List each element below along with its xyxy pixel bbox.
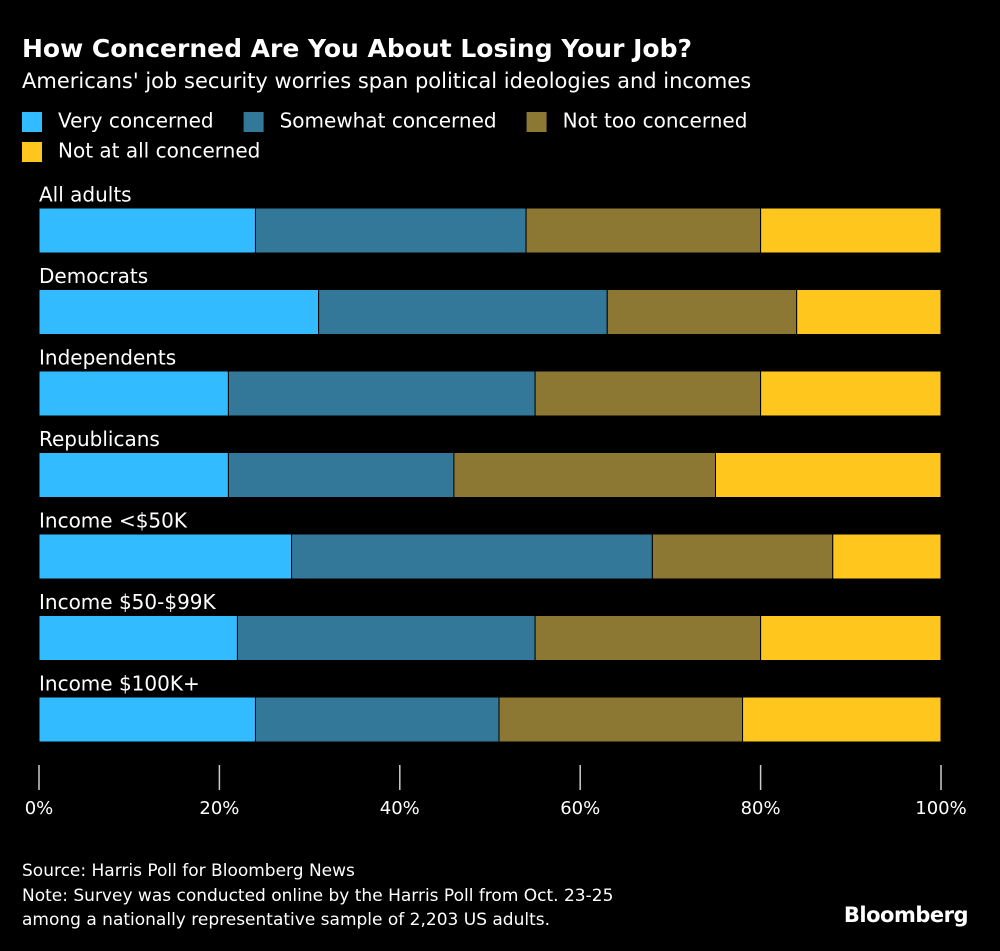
bar-segment bbox=[742, 696, 942, 743]
x-tick-label: 20% bbox=[199, 798, 239, 819]
bar-segment bbox=[453, 452, 716, 498]
category-label: Income <$50K bbox=[39, 509, 188, 533]
bar-segment bbox=[534, 615, 762, 661]
x-tick-label: 40% bbox=[380, 798, 420, 819]
x-tick-label: 100% bbox=[915, 798, 966, 819]
bar-segment bbox=[254, 696, 500, 743]
bar-segment bbox=[38, 289, 320, 335]
category-label: Income $100K+ bbox=[39, 672, 200, 696]
category-label: Republicans bbox=[39, 427, 160, 451]
bar-segment bbox=[760, 370, 942, 417]
bar-segment bbox=[651, 533, 834, 580]
bar-segment bbox=[38, 533, 293, 580]
category-label: Democrats bbox=[39, 264, 148, 288]
bar-segment bbox=[38, 370, 229, 417]
bar-segment bbox=[236, 615, 536, 661]
x-tick-label: 60% bbox=[560, 798, 600, 819]
category-label: All adults bbox=[39, 183, 132, 207]
legend-label: Very concerned bbox=[58, 109, 214, 133]
chart-subtitle: Americans' job security worries span pol… bbox=[22, 69, 751, 93]
bar-segment bbox=[38, 696, 256, 743]
legend-swatch bbox=[243, 112, 264, 132]
bar-segment bbox=[832, 533, 942, 580]
bar-segment bbox=[38, 452, 229, 498]
legend-label: Not too concerned bbox=[563, 109, 748, 133]
legend-label: Somewhat concerned bbox=[280, 109, 497, 133]
note: Note: Survey was conducted online by the… bbox=[22, 886, 613, 906]
bar-segment bbox=[796, 289, 942, 335]
bar-segment bbox=[525, 207, 762, 254]
bar-segment bbox=[291, 533, 653, 580]
bar-segment bbox=[606, 289, 798, 335]
bar-segment bbox=[534, 370, 762, 417]
legend-swatch bbox=[526, 112, 547, 132]
bar-segment bbox=[227, 370, 536, 417]
source: Source: Harris Poll for Bloomberg News bbox=[22, 861, 355, 881]
legend-swatch bbox=[22, 112, 42, 132]
bar-segment bbox=[38, 207, 256, 254]
category-label: Independents bbox=[39, 346, 176, 370]
chart-title: How Concerned Are You About Losing Your … bbox=[22, 34, 692, 63]
bar-segment bbox=[498, 696, 744, 743]
legend-swatch bbox=[22, 142, 42, 162]
bar-segment bbox=[227, 452, 455, 498]
bar-segment bbox=[715, 452, 942, 498]
bar-segment bbox=[760, 207, 942, 254]
x-tick-label: 0% bbox=[25, 798, 54, 819]
bar-segment bbox=[254, 207, 527, 254]
bar-segment bbox=[38, 615, 238, 661]
legend-label: Not at all concerned bbox=[58, 139, 260, 163]
brand-logo: Bloomberg bbox=[844, 903, 968, 927]
note: among a nationally representative sample… bbox=[22, 910, 550, 930]
bar-segment bbox=[760, 615, 942, 661]
category-label: Income $50-$99K bbox=[39, 590, 217, 614]
bar-segment bbox=[318, 289, 608, 335]
x-tick-label: 80% bbox=[741, 798, 781, 819]
